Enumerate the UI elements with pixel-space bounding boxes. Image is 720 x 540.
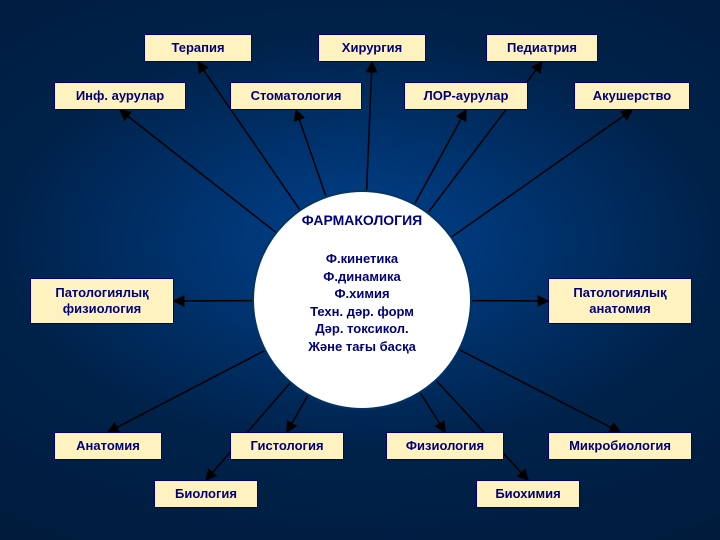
- node-stoma: Стоматология: [230, 82, 362, 110]
- node-biochemistry: Биохимия: [476, 480, 580, 508]
- node-inf: Инф. аурулар: [54, 82, 186, 110]
- arrow-physiology: [421, 393, 445, 432]
- arrow-lor: [415, 110, 466, 204]
- arrow-anatomy: [108, 351, 264, 432]
- arrow-surgery: [367, 62, 372, 190]
- arrow-microbiology: [460, 350, 620, 432]
- node-lor: ЛОР-аурулар: [404, 82, 528, 110]
- arrow-inf: [120, 110, 275, 232]
- node-pat_anat: Патологиялық анатомия: [548, 278, 692, 324]
- node-pat_phys: Патологиялық физиология: [30, 278, 174, 324]
- arrow-obstetrics: [452, 110, 632, 237]
- diagram-stage: ФАРМАКОЛОГИЯ Ф.кинетика Ф.динамика Ф.хим…: [0, 0, 720, 540]
- center-title: ФАРМАКОЛОГИЯ: [302, 212, 423, 228]
- node-surgery: Хирургия: [318, 34, 426, 62]
- node-microbiology: Микробиология: [548, 432, 692, 460]
- node-biology: Биология: [154, 480, 258, 508]
- node-histology: Гистология: [230, 432, 344, 460]
- center-circle: ФАРМАКОЛОГИЯ Ф.кинетика Ф.динамика Ф.хим…: [252, 190, 472, 410]
- node-physiology: Физиология: [386, 432, 504, 460]
- node-therapy: Терапия: [144, 34, 252, 62]
- node-obstetrics: Акушерство: [574, 82, 690, 110]
- arrow-histology: [287, 396, 308, 432]
- center-lines: Ф.кинетика Ф.динамика Ф.химия Техн. дәр.…: [308, 250, 416, 355]
- arrow-stoma: [296, 110, 326, 196]
- node-pediatrics: Педиатрия: [486, 34, 598, 62]
- node-anatomy: Анатомия: [54, 432, 162, 460]
- arrow-biochemistry: [437, 381, 528, 480]
